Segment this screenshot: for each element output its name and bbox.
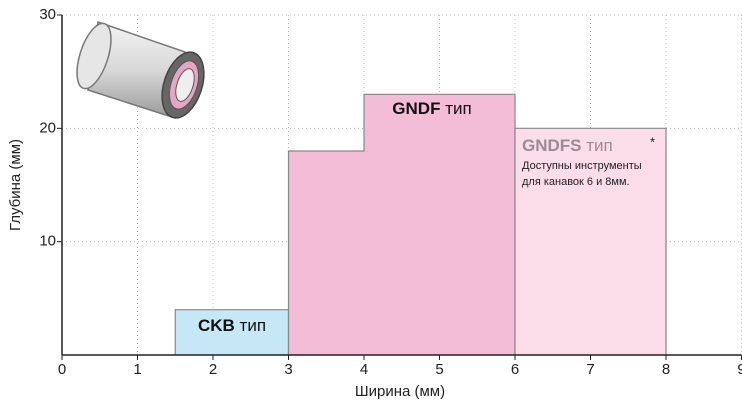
chart: 0123456789102030CKB типGNDF типGNDFS тип… — [0, 0, 742, 405]
region-segment — [289, 151, 365, 355]
x-tick-label: 1 — [133, 361, 141, 378]
note-mark: * — [650, 134, 655, 149]
region-note: Доступны инструменты — [522, 160, 642, 172]
cylinder-icon — [70, 19, 211, 123]
region-suffix: тип — [445, 99, 472, 118]
region-segment — [364, 94, 515, 355]
region-label: GNDF тип — [392, 99, 471, 118]
x-tick-label: 4 — [360, 361, 368, 378]
x-tick-label: 5 — [435, 361, 443, 378]
y-tick-label: 20 — [39, 119, 56, 136]
x-tick-label: 2 — [209, 361, 217, 378]
x-tick-label: 0 — [58, 361, 66, 378]
x-tick-label: 7 — [586, 361, 594, 378]
y-axis-label: Глубина (мм) — [7, 139, 24, 231]
x-axis-label: Ширина (мм) — [355, 383, 445, 400]
y-tick-label: 30 — [39, 6, 56, 23]
region-name: GNDF — [392, 99, 440, 118]
x-tick-label: 9 — [737, 361, 742, 378]
x-tick-label: 8 — [662, 361, 670, 378]
region-suffix: тип — [240, 316, 267, 335]
y-tick-label: 10 — [39, 233, 56, 250]
x-tick-label: 3 — [284, 361, 292, 378]
region-note: для канавок 6 и 8мм. — [522, 176, 630, 188]
region-label: CKB тип — [198, 316, 266, 335]
region-suffix: тип — [586, 136, 613, 155]
region-name: GNDFS — [522, 136, 582, 155]
x-tick-label: 6 — [511, 361, 519, 378]
region-label: GNDFS тип — [522, 136, 613, 155]
region-name: CKB — [198, 316, 235, 335]
